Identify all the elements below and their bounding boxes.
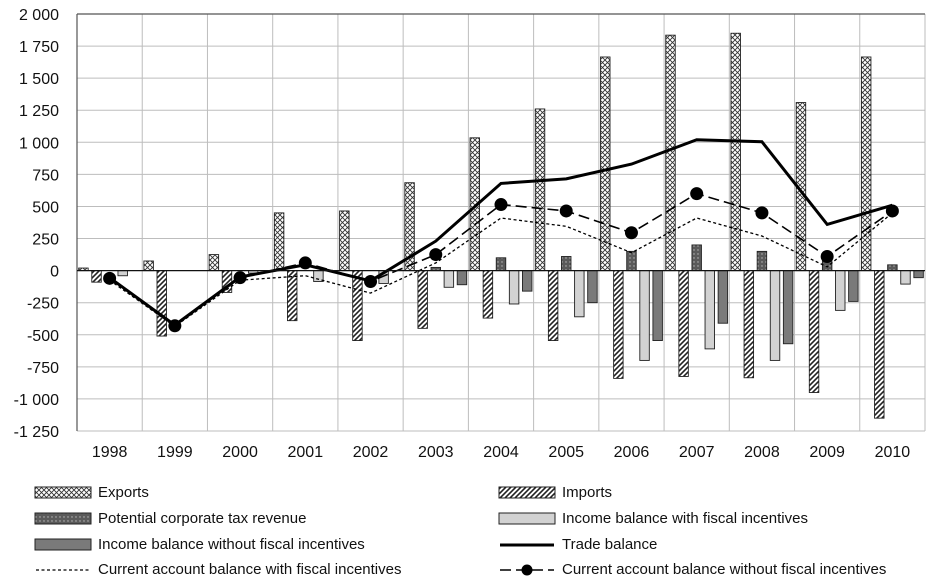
point-current-account-balance-without-fiscal-incentives xyxy=(690,187,704,201)
point-current-account-balance-without-fiscal-incentives xyxy=(298,256,312,270)
y-tick-label: -1 250 xyxy=(14,424,59,441)
bar-income-balance-without-fiscal-incentives xyxy=(587,270,598,304)
bar-income-balance-without-fiscal-incentives xyxy=(782,270,794,345)
bar-exports xyxy=(339,210,350,272)
x-tick-label: 2003 xyxy=(418,444,454,461)
bar-imports xyxy=(91,270,102,283)
point-current-account-balance-without-fiscal-incentives xyxy=(233,271,247,285)
bar-exports xyxy=(208,254,220,272)
x-tick-label: 2001 xyxy=(288,444,324,461)
bar-exports xyxy=(534,108,546,272)
bar-income-balance-without-fiscal-incentives xyxy=(848,270,859,302)
bar-potential-corporate-tax-revenue xyxy=(561,256,572,272)
bar-imports xyxy=(743,270,755,379)
y-tick-label: 750 xyxy=(32,167,59,184)
y-tick-label: 250 xyxy=(32,232,59,249)
x-tick-label: 2010 xyxy=(875,444,911,461)
point-current-account-balance-without-fiscal-incentives xyxy=(885,204,899,218)
point-current-account-balance-without-fiscal-incentives xyxy=(755,206,769,220)
bar-income-balance-with-fiscal-incentives xyxy=(769,270,781,361)
point-current-account-balance-without-fiscal-incentives xyxy=(168,319,182,333)
bar-exports xyxy=(273,212,285,272)
bar-potential-corporate-tax-revenue xyxy=(626,250,637,272)
x-tick-label: 1998 xyxy=(92,444,128,461)
x-tick-label: 2007 xyxy=(679,444,715,461)
y-tick-label: 500 xyxy=(32,199,59,216)
bar-imports xyxy=(547,270,559,341)
bar-exports xyxy=(143,260,154,272)
bar-income-balance-with-fiscal-incentives xyxy=(574,270,585,318)
bar-potential-corporate-tax-revenue xyxy=(756,250,768,272)
bar-imports xyxy=(352,270,363,341)
bar-income-balance-with-fiscal-incentives xyxy=(835,270,846,311)
y-tick-label: -500 xyxy=(27,328,59,345)
bar-imports xyxy=(874,270,885,419)
bar-income-balance-with-fiscal-incentives xyxy=(508,270,520,305)
x-tick-label: 2006 xyxy=(614,444,650,461)
point-current-account-balance-without-fiscal-incentives xyxy=(494,198,508,212)
bar-income-balance-without-fiscal-incentives xyxy=(456,270,468,286)
bar-potential-corporate-tax-revenue xyxy=(691,244,702,272)
bar-imports xyxy=(808,270,820,393)
bar-potential-corporate-tax-revenue xyxy=(887,264,898,272)
y-tick-label: 1 000 xyxy=(19,135,59,152)
bar-imports xyxy=(678,270,689,377)
y-tick-label: 0 xyxy=(50,264,59,281)
y-tick-label: 2 000 xyxy=(19,7,59,24)
bar-income-balance-without-fiscal-incentives xyxy=(652,270,663,341)
line-layer xyxy=(103,138,899,333)
bar-imports xyxy=(613,270,624,379)
point-current-account-balance-without-fiscal-incentives xyxy=(559,204,573,218)
bar-exports xyxy=(665,34,676,272)
bar-income-balance-with-fiscal-incentives xyxy=(704,270,715,350)
bar-income-balance-without-fiscal-incentives xyxy=(522,270,533,292)
x-tick-label: 2004 xyxy=(483,444,519,461)
bar-income-balance-without-fiscal-incentives xyxy=(913,270,924,279)
y-tick-label: 1 250 xyxy=(19,103,59,120)
bar-income-balance-with-fiscal-incentives xyxy=(443,270,455,288)
point-current-account-balance-without-fiscal-incentives xyxy=(624,226,638,240)
bar-imports xyxy=(482,270,494,319)
bar-exports xyxy=(730,32,741,272)
x-tick-label: 2000 xyxy=(222,444,258,461)
point-current-account-balance-without-fiscal-incentives xyxy=(103,271,117,285)
bar-income-balance-without-fiscal-incentives xyxy=(717,270,729,324)
bar-potential-corporate-tax-revenue xyxy=(495,257,507,272)
bar-imports xyxy=(287,270,298,322)
bar-imports xyxy=(156,270,167,337)
bar-exports xyxy=(860,56,872,272)
bar-exports xyxy=(600,56,611,272)
axes-layer: 2 000 1 750 1 500 1 250 1 000 750 500 250 0 -250 -… xyxy=(14,7,925,461)
y-tick-label: 1 500 xyxy=(19,71,59,88)
y-tick-label: -750 xyxy=(27,360,59,377)
y-tick-label: -250 xyxy=(27,296,59,313)
y-tick-label: -1 000 xyxy=(14,392,59,409)
x-tick-label: 2009 xyxy=(809,444,845,461)
bar-income-balance-with-fiscal-incentives xyxy=(639,270,650,361)
bar-income-balance-with-fiscal-incentives xyxy=(900,270,911,285)
bar-layer xyxy=(78,32,924,419)
point-current-account-balance-without-fiscal-incentives xyxy=(820,250,834,264)
x-tick-label: 2005 xyxy=(548,444,584,461)
grid-lines xyxy=(77,13,926,432)
bar-income-balance-with-fiscal-incentives xyxy=(117,270,128,277)
x-tick-label: 1999 xyxy=(157,444,193,461)
point-current-account-balance-without-fiscal-incentives xyxy=(429,248,443,262)
x-tick-label: 2008 xyxy=(744,444,780,461)
bar-imports xyxy=(417,270,428,329)
x-tick-label: 2002 xyxy=(353,444,389,461)
point-current-account-balance-without-fiscal-incentives xyxy=(364,275,378,289)
y-tick-label: 1 750 xyxy=(19,39,59,56)
